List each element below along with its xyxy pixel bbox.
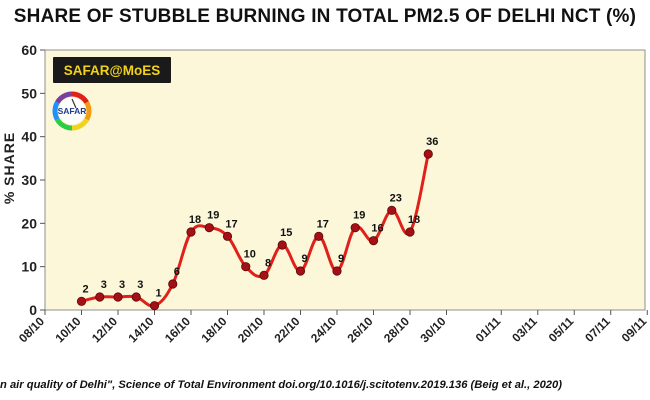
data-label: 3 <box>119 279 125 291</box>
x-tick-label: 26/10 <box>344 314 375 345</box>
data-label: 1 <box>155 288 161 300</box>
y-tick-label: 40 <box>21 129 37 145</box>
data-point <box>423 149 433 159</box>
data-point <box>368 236 379 246</box>
data-label: 19 <box>353 210 365 222</box>
data-label: 9 <box>301 253 307 265</box>
x-tick-label: 08/10 <box>16 314 47 345</box>
data-label: 15 <box>280 227 292 239</box>
y-axis-label: % SHARE <box>1 132 17 204</box>
logo-ring-segment <box>71 118 89 131</box>
x-tick-label: 20/10 <box>235 314 266 345</box>
data-label: 19 <box>207 210 219 222</box>
data-label: 17 <box>225 218 237 230</box>
data-point <box>350 223 360 233</box>
y-tick-label: 0 <box>29 302 37 318</box>
data-point <box>332 266 342 276</box>
data-label: 18 <box>189 214 201 226</box>
data-label: 9 <box>338 253 344 265</box>
x-tick-label: 01/11 <box>473 314 504 345</box>
x-tick-label: 10/10 <box>52 314 83 345</box>
data-point <box>113 292 123 302</box>
data-point <box>168 279 178 289</box>
y-tick-label: 30 <box>21 172 37 188</box>
x-tick-label: 09/11 <box>619 314 650 345</box>
data-label: 6 <box>174 266 180 278</box>
logo-text: SAFAR <box>58 106 87 116</box>
badge-background <box>53 57 171 83</box>
logo-ring-segment <box>84 101 92 121</box>
logo-ring-segment <box>52 101 60 121</box>
plot-area <box>44 49 646 311</box>
data-label: 3 <box>101 279 107 291</box>
logo-ring-segment <box>71 91 89 104</box>
data-label: 8 <box>265 257 271 269</box>
source-citation: n air quality of Delhi", Science of Tota… <box>0 379 562 391</box>
data-label: 10 <box>244 249 256 261</box>
y-tick-label: 50 <box>21 85 37 101</box>
data-point <box>131 292 141 302</box>
data-point <box>76 296 87 306</box>
logo-ring-segment <box>55 118 73 131</box>
data-point <box>277 240 287 250</box>
safar-logo-icon: SAFAR <box>52 91 92 131</box>
logo-needle <box>71 98 77 109</box>
x-tick-label: 16/10 <box>162 314 193 345</box>
data-point <box>314 231 324 241</box>
safar-moes-badge: SAFAR@MoES <box>53 57 171 83</box>
y-tick-label: 60 <box>21 42 37 58</box>
data-point <box>387 205 397 215</box>
x-tick-label: 03/11 <box>509 314 540 345</box>
data-point <box>186 227 196 237</box>
data-point <box>95 292 105 302</box>
chart-title: SHARE OF STUBBLE BURNING IN TOTAL PM2.5 … <box>13 6 637 27</box>
x-tick-label: 18/10 <box>198 314 229 345</box>
x-tick-label: 05/11 <box>546 314 577 345</box>
x-tick-label: 12/10 <box>89 314 120 345</box>
x-tick-label: 14/10 <box>125 314 156 345</box>
data-label: 23 <box>390 192 402 204</box>
badge-text: SAFAR@MoES <box>64 63 160 78</box>
data-point <box>222 231 233 241</box>
data-point <box>295 266 306 276</box>
data-label: 18 <box>408 214 420 226</box>
data-label: 36 <box>426 136 438 148</box>
data-label: 2 <box>82 283 88 295</box>
data-label: 16 <box>371 223 383 235</box>
data-point <box>149 301 160 311</box>
logo-ring-segment <box>55 91 73 104</box>
data-point <box>259 270 269 280</box>
data-label: 3 <box>137 279 143 291</box>
data-point <box>241 262 251 272</box>
x-tick-label: 30/10 <box>417 314 448 345</box>
data-label: 17 <box>317 218 329 230</box>
logo-center <box>59 98 85 124</box>
data-point <box>204 223 214 233</box>
x-tick-label: 07/11 <box>582 314 613 345</box>
y-tick-label: 20 <box>21 215 37 231</box>
x-tick-label: 28/10 <box>381 314 412 345</box>
y-tick-label: 10 <box>21 259 37 275</box>
x-tick-label: 22/10 <box>271 314 302 345</box>
data-point <box>405 227 415 237</box>
x-tick-label: 24/10 <box>308 314 339 345</box>
